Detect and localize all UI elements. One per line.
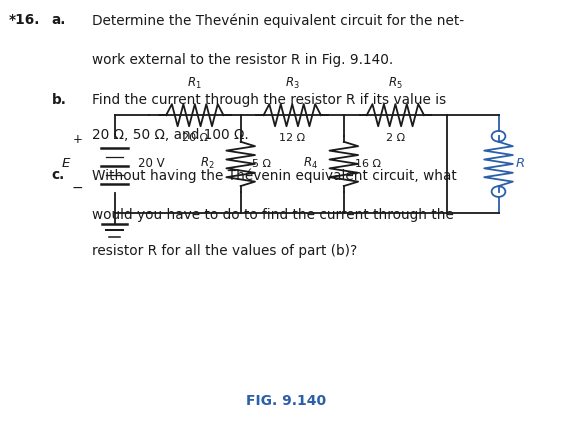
Text: $E$: $E$ <box>61 157 71 171</box>
Text: Find the current through the resistor R if its value is: Find the current through the resistor R … <box>92 93 446 107</box>
Text: −: − <box>72 181 83 195</box>
Text: 20 Ω: 20 Ω <box>182 133 208 143</box>
Text: $R_3$: $R_3$ <box>285 76 300 91</box>
Text: $R$: $R$ <box>515 157 524 171</box>
Text: resistor R for all the values of part (b)?: resistor R for all the values of part (b… <box>92 244 357 258</box>
Text: Without having the Thévenin equivalent circuit, what: Without having the Thévenin equivalent c… <box>92 168 457 183</box>
Text: work external to the resistor R in Fig. 9.140.: work external to the resistor R in Fig. … <box>92 53 393 67</box>
Text: 2 Ω: 2 Ω <box>386 133 405 143</box>
Text: 20 V: 20 V <box>138 157 164 171</box>
Text: 12 Ω: 12 Ω <box>279 133 305 143</box>
Text: c.: c. <box>52 168 65 183</box>
Text: 16 Ω: 16 Ω <box>355 159 381 169</box>
Text: FIG. 9.140: FIG. 9.140 <box>246 394 327 408</box>
Text: $R_4$: $R_4$ <box>303 156 318 171</box>
Text: b.: b. <box>52 93 66 107</box>
Text: 20 Ω, 50 Ω, and 100 Ω.: 20 Ω, 50 Ω, and 100 Ω. <box>92 128 249 143</box>
Text: *16.: *16. <box>9 13 40 27</box>
Text: would you have to do to find the current through the: would you have to do to find the current… <box>92 208 454 222</box>
Text: $R_5$: $R_5$ <box>388 76 403 91</box>
Text: $R_1$: $R_1$ <box>187 76 202 91</box>
Text: $R_2$: $R_2$ <box>201 156 215 171</box>
Text: a.: a. <box>52 13 66 27</box>
Text: +: + <box>72 133 83 146</box>
Text: 5 Ω: 5 Ω <box>252 159 271 169</box>
Text: Determine the Thevénin equivalent circuit for the net-: Determine the Thevénin equivalent circui… <box>92 13 464 28</box>
